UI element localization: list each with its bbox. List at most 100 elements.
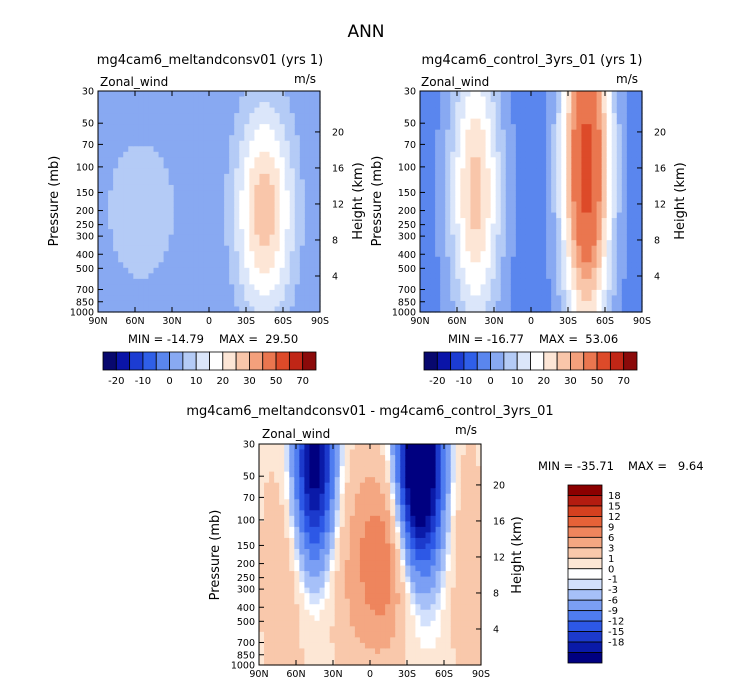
panel-2-field-cell bbox=[465, 218, 472, 225]
panel-1-field-cell bbox=[249, 201, 256, 208]
panel-3-field-cell bbox=[309, 560, 316, 567]
panel-2-field-cell bbox=[495, 129, 502, 136]
panel-2-field-cell bbox=[430, 168, 436, 175]
panel-1-field-cell bbox=[118, 273, 124, 280]
panel-2-field-cell bbox=[621, 300, 628, 308]
panel-1-field-cell bbox=[158, 140, 165, 147]
panel-1-field-cell bbox=[123, 118, 129, 125]
panel-1-field-cell bbox=[314, 124, 321, 131]
panel-2-field-cell bbox=[440, 173, 446, 180]
panel-3-field-cell bbox=[329, 615, 336, 622]
panel-3-field-cell bbox=[395, 444, 401, 451]
panel-3-field-cell bbox=[299, 615, 306, 622]
panel-1-field-cell bbox=[224, 140, 230, 147]
panel-2-field-cell bbox=[576, 262, 583, 269]
panel-3-field-cell bbox=[390, 659, 396, 666]
y-tick-label: 850 bbox=[76, 297, 94, 308]
panel-1-field-cell bbox=[133, 140, 139, 147]
panel-1-field-cell bbox=[259, 91, 266, 98]
panel-1-field-cell bbox=[133, 151, 139, 158]
panel-2-field-cell bbox=[465, 173, 472, 180]
panel-3-field-cell bbox=[405, 455, 411, 462]
panel-3-field-cell bbox=[299, 604, 306, 611]
panel-2-field-cell bbox=[470, 157, 477, 164]
panel-3-field-cell bbox=[304, 471, 311, 478]
panel-3-field-cell bbox=[319, 477, 326, 484]
panel-1-field-cell bbox=[244, 162, 250, 169]
panel-2-field-cell bbox=[616, 162, 623, 169]
panel-2-field-cell bbox=[470, 91, 477, 98]
panel-3-field-cell bbox=[359, 554, 366, 561]
panel-1-field-cell bbox=[143, 113, 150, 120]
panel-2-field-cell bbox=[425, 157, 431, 164]
panel-1-field-cell bbox=[143, 207, 150, 214]
colorbar-label: 30 bbox=[564, 376, 577, 387]
panel-1-field-cell bbox=[274, 96, 281, 103]
panel-2-field-cell bbox=[611, 173, 618, 180]
panel-2-field-cell bbox=[490, 223, 497, 230]
panel-2-field-cell bbox=[636, 102, 643, 109]
panel-3-field-cell bbox=[329, 521, 336, 528]
panel-1-field-cell bbox=[183, 306, 190, 313]
panel-3-field-cell bbox=[264, 460, 270, 467]
panel-3-field-cell bbox=[329, 659, 336, 666]
panel-2-field-cell bbox=[566, 278, 572, 285]
panel-1-field-cell bbox=[118, 195, 124, 203]
panel-1-field-cell bbox=[284, 218, 291, 225]
panel-3-field-cell bbox=[319, 587, 326, 594]
panel-2-field-cell bbox=[586, 184, 593, 192]
panel-1-field-cell bbox=[143, 190, 150, 197]
panel-3-field-cell bbox=[359, 521, 366, 528]
panel-1-field-cell bbox=[274, 146, 281, 153]
panel-2-field bbox=[420, 91, 643, 313]
panel-2-field-cell bbox=[420, 162, 426, 169]
panel-2-field-cell bbox=[621, 256, 628, 263]
panel-3-field-cell bbox=[299, 642, 306, 650]
panel-1-field-cell bbox=[163, 151, 170, 158]
panel-2-field-cell bbox=[500, 162, 507, 169]
panel-2-field-cell bbox=[510, 289, 517, 297]
panel-3-field-cell bbox=[380, 504, 386, 511]
panel-3-field-cell bbox=[339, 582, 346, 589]
panel-1-field-cell bbox=[249, 300, 256, 308]
panel-3-field-cell bbox=[385, 477, 391, 484]
panel-2-field-cell bbox=[626, 135, 633, 142]
panel-2-field-cell bbox=[591, 207, 598, 214]
panel-1-field-cell bbox=[289, 278, 296, 285]
panel-2-field-cell bbox=[505, 234, 512, 241]
panel-2-field-cell bbox=[465, 229, 472, 236]
panel-3-field-cell bbox=[364, 444, 371, 451]
panel-2-field-cell bbox=[475, 295, 482, 302]
panel-1-field-cell bbox=[229, 146, 235, 153]
panel-2-field-cell bbox=[460, 262, 467, 269]
panel-3-field-cell bbox=[385, 582, 391, 589]
panel-1-field-cell bbox=[118, 300, 124, 308]
panel-2-field-cell bbox=[611, 234, 618, 241]
panel-1-field-cell bbox=[249, 251, 256, 258]
panel-2-field-cell bbox=[445, 240, 451, 247]
panel-1-field-cell bbox=[168, 179, 175, 186]
panel-3-field-cell bbox=[395, 604, 401, 611]
panel-1-field-cell bbox=[148, 234, 155, 241]
panel-2-field-cell bbox=[490, 195, 497, 203]
panel-2-field-cell bbox=[520, 157, 527, 164]
panel-1-field-cell bbox=[274, 289, 281, 297]
panel-1-field-cell bbox=[188, 300, 195, 308]
panel-1-field-cell bbox=[299, 218, 306, 225]
panel-1-field-cell bbox=[264, 102, 271, 109]
panel-2-field-cell bbox=[571, 273, 578, 280]
panel-2-field-cell bbox=[460, 207, 467, 214]
panel-2-field-cell bbox=[611, 229, 618, 236]
panel-2-field-cell bbox=[581, 229, 588, 236]
panel-2-field-cell bbox=[551, 256, 557, 263]
panel-3-field-cell bbox=[264, 537, 270, 545]
panel-2-field-cell bbox=[490, 129, 497, 136]
panel-1-field-cell bbox=[128, 157, 134, 164]
panel-1-field-cell bbox=[279, 201, 286, 208]
panel-1-field-cell bbox=[113, 107, 119, 114]
panel-1-field-cell bbox=[143, 300, 150, 308]
panel-2-field-cell bbox=[596, 223, 603, 230]
panel-2-field-cell bbox=[596, 284, 603, 291]
panel-2-field-cell bbox=[495, 212, 502, 219]
panel-1-field-cell bbox=[173, 102, 180, 109]
